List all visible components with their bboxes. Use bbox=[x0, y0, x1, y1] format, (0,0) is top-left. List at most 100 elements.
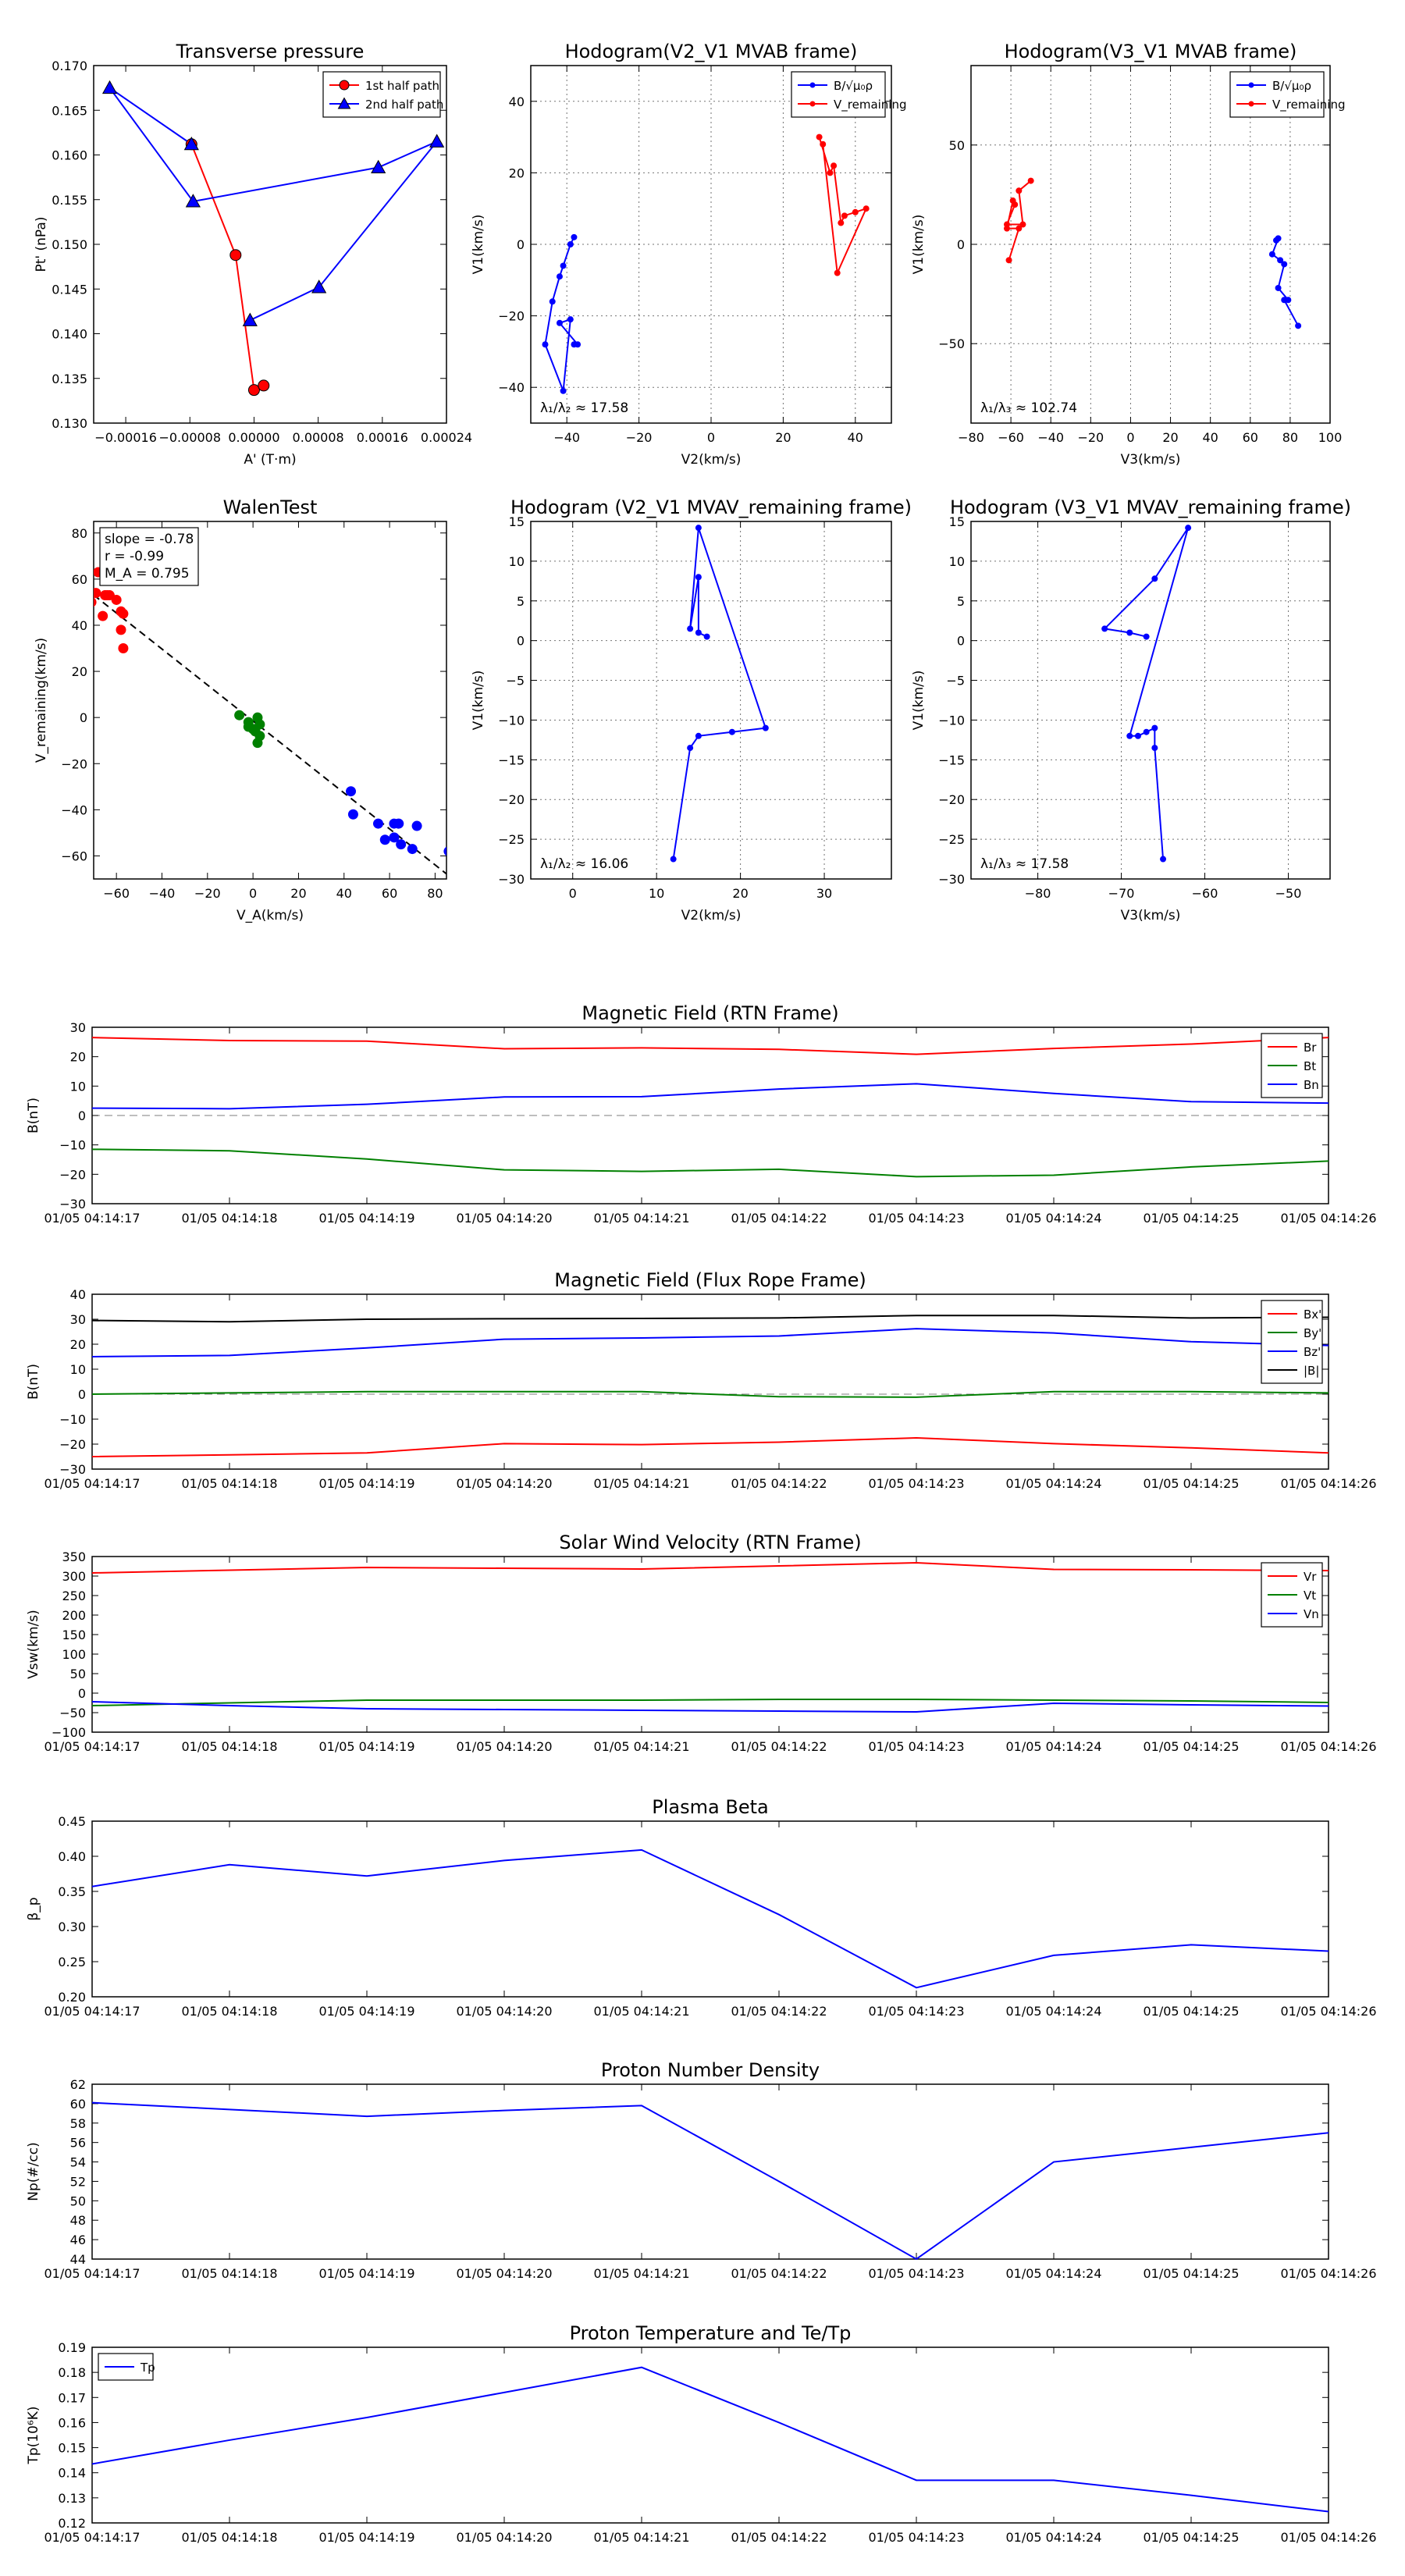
y-tick-label: 300 bbox=[62, 1569, 86, 1584]
x-tick-label: 01/05 04:14:20 bbox=[456, 2004, 552, 2019]
x-tick-label: −60 bbox=[1192, 886, 1218, 901]
y-tick-label: 48 bbox=[70, 2213, 86, 2228]
x-tick-label: 10 bbox=[649, 886, 664, 901]
chart-title: Hodogram(V3_V1 MVAB frame) bbox=[1005, 41, 1297, 62]
x-tick-label: 01/05 04:14:19 bbox=[318, 1211, 414, 1226]
y-axis-label: β_p bbox=[26, 1897, 41, 1920]
x-tick-label: 01/05 04:14:26 bbox=[1280, 2266, 1376, 2281]
data-point bbox=[816, 133, 823, 141]
data-point bbox=[229, 249, 242, 262]
x-tick-label: 01/05 04:14:21 bbox=[593, 2004, 689, 2019]
eigenvalue-ratio-label: λ₁/λ₃ ≈ 17.58 bbox=[980, 856, 1069, 872]
y-tick-label: 0.40 bbox=[58, 1849, 86, 1864]
y-tick-label: −60 bbox=[61, 849, 87, 863]
y-tick-label: 0.30 bbox=[58, 1920, 86, 1934]
x-tick-label: 01/05 04:14:19 bbox=[318, 1739, 414, 1754]
data-point bbox=[1277, 257, 1284, 264]
legend-marker bbox=[809, 101, 816, 107]
chart-title: Hodogram(V2_V1 MVAB frame) bbox=[565, 41, 858, 62]
x-tick-label: 01/05 04:14:23 bbox=[868, 2266, 964, 2281]
y-tick-label: 40 bbox=[509, 94, 525, 109]
y-tick-label: −5 bbox=[506, 674, 525, 688]
y-tick-label: −20 bbox=[59, 1437, 86, 1452]
y-tick-label: 0.140 bbox=[52, 327, 87, 342]
x-tick-label: −40 bbox=[553, 430, 580, 445]
series-line bbox=[1103, 527, 1190, 859]
data-point bbox=[1281, 261, 1288, 268]
data-point bbox=[373, 818, 384, 829]
y-tick-label: −40 bbox=[61, 802, 87, 817]
y-tick-label: 20 bbox=[70, 1050, 86, 1065]
data-point bbox=[695, 525, 702, 532]
chart-mag_fr: 01/05 04:14:17 01/05 04:14:18 01/05 04:14:… bbox=[26, 1269, 1377, 1491]
x-tick-label: 0.00016 bbox=[357, 430, 408, 445]
y-tick-label: 0 bbox=[78, 1108, 86, 1123]
y-axis-label: Pt' (nPa) bbox=[34, 217, 49, 272]
y-tick-label: 20 bbox=[72, 664, 87, 679]
x-tick-label: 01/05 04:14:23 bbox=[868, 2004, 964, 2019]
y-tick-label: 0.18 bbox=[58, 2365, 86, 2380]
data-point bbox=[254, 719, 265, 730]
data-point bbox=[1019, 221, 1026, 228]
legend-label: Vt bbox=[1304, 1589, 1316, 1603]
series-line-Bz' bbox=[91, 1328, 1329, 1357]
y-tick-label: −20 bbox=[498, 792, 525, 807]
data-point bbox=[1275, 235, 1282, 242]
x-tick-label: −0.00016 bbox=[94, 430, 157, 445]
x-tick-label: 01/05 04:14:25 bbox=[1143, 2266, 1239, 2281]
y-tick-label: 0.14 bbox=[58, 2466, 86, 2481]
legend-label: Bx' bbox=[1304, 1308, 1321, 1322]
legend-label: Bt bbox=[1304, 1059, 1316, 1073]
series-line-Bt bbox=[91, 1148, 1329, 1178]
y-tick-label: 0 bbox=[517, 634, 525, 649]
data-point bbox=[852, 208, 859, 215]
y-tick-label: 20 bbox=[509, 165, 525, 180]
y-tick-label: 15 bbox=[949, 514, 965, 529]
x-tick-label: 40 bbox=[848, 430, 863, 445]
data-point bbox=[94, 597, 97, 607]
x-tick-label: 01/05 04:14:22 bbox=[731, 1211, 827, 1226]
y-tick-label: 0 bbox=[957, 634, 965, 649]
data-point bbox=[104, 590, 115, 601]
data-point bbox=[549, 298, 556, 305]
y-tick-label: 40 bbox=[72, 618, 87, 633]
data-point bbox=[1126, 732, 1133, 739]
y-axis-label: V1(km/s) bbox=[471, 215, 486, 275]
data-point bbox=[1268, 251, 1275, 258]
y-tick-label: 5 bbox=[957, 594, 965, 609]
plot-area bbox=[542, 133, 870, 394]
y-tick-label: −10 bbox=[938, 713, 965, 728]
legend-label: V_remaining bbox=[1272, 98, 1346, 112]
data-point bbox=[820, 141, 827, 148]
stats-box: slope = -0.78 r = -0.99 M_A = 0.795 bbox=[99, 527, 199, 586]
series-line-beta bbox=[91, 1848, 1329, 1989]
data-point bbox=[258, 379, 270, 392]
data-point bbox=[542, 341, 549, 348]
x-tick-label: 30 bbox=[816, 886, 832, 901]
y-tick-label: 0.19 bbox=[58, 2340, 86, 2355]
stats-text: r = -0.99 bbox=[105, 549, 164, 564]
x-tick-label: 01/05 04:14:20 bbox=[456, 1476, 552, 1491]
chart-title: Transverse pressure bbox=[176, 41, 365, 62]
plot-area bbox=[1101, 525, 1192, 863]
chart-title: Hodogram (V2_V1 MVAV_remaining frame) bbox=[510, 496, 912, 518]
series-line bbox=[108, 87, 438, 322]
x-tick-label: 01/05 04:14:23 bbox=[868, 1739, 964, 1754]
data-point bbox=[703, 633, 710, 640]
legend-marker bbox=[1248, 101, 1254, 107]
plot-frame bbox=[530, 65, 892, 424]
x-tick-label: 01/05 04:14:24 bbox=[1005, 1211, 1101, 1226]
data-point bbox=[1295, 322, 1302, 329]
x-tick-label: −70 bbox=[1108, 886, 1135, 901]
y-tick-label: 5 bbox=[517, 594, 525, 609]
legend-label: |B| bbox=[1304, 1364, 1319, 1378]
legend-label: V_remaining bbox=[834, 98, 907, 112]
chart-walen: −60 −40 −20 0 20 40 60 80 −60 −40 −20 0 20 40 60 80 Wale… bbox=[34, 496, 447, 923]
y-tick-label: 0 bbox=[957, 237, 965, 252]
x-tick-label: 01/05 04:14:19 bbox=[318, 2266, 414, 2281]
x-tick-label: 01/05 04:14:20 bbox=[456, 1739, 552, 1754]
plot-area bbox=[670, 525, 769, 863]
x-tick-label: 01/05 04:14:25 bbox=[1143, 2530, 1239, 2545]
y-tick-label: −20 bbox=[59, 1167, 86, 1182]
y-tick-label: 58 bbox=[70, 2116, 86, 2131]
